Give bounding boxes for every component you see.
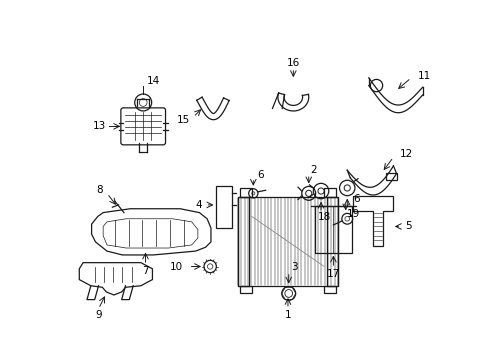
Bar	[240, 188, 251, 197]
Bar	[314, 206, 351, 253]
Text: 7: 7	[142, 266, 148, 276]
Text: 8: 8	[96, 185, 102, 195]
Text: 6: 6	[257, 170, 264, 180]
Text: 5: 5	[404, 221, 411, 231]
Text: 16: 16	[286, 58, 299, 68]
Bar	[238, 197, 337, 286]
Text: 2: 2	[309, 165, 316, 175]
Bar	[238, 197, 248, 286]
Text: 18: 18	[318, 212, 331, 222]
Text: 1: 1	[284, 310, 291, 320]
Text: 13: 13	[93, 121, 106, 131]
Text: 19: 19	[346, 209, 359, 219]
Bar	[326, 197, 337, 286]
Text: 17: 17	[326, 269, 339, 279]
Text: 3: 3	[291, 262, 298, 272]
Bar	[240, 286, 251, 293]
Text: 12: 12	[399, 149, 412, 159]
Bar	[324, 286, 335, 293]
Text: 15: 15	[177, 115, 190, 125]
Text: 6: 6	[352, 194, 359, 204]
Text: 11: 11	[416, 71, 430, 81]
Text: 10: 10	[170, 261, 183, 271]
Text: 9: 9	[95, 310, 102, 320]
Bar	[385, 172, 396, 180]
Text: 14: 14	[146, 76, 160, 86]
Bar	[216, 186, 231, 228]
Text: 4: 4	[196, 200, 202, 210]
Bar	[324, 188, 335, 197]
